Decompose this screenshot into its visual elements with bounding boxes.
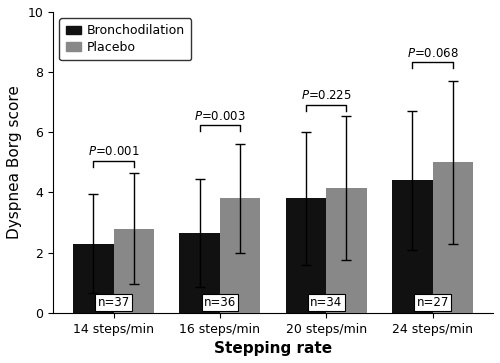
Text: $\it{P}$=0.003: $\it{P}$=0.003 <box>194 110 246 123</box>
Text: $\it{P}$=0.225: $\it{P}$=0.225 <box>301 89 352 102</box>
Bar <box>392 180 432 313</box>
Bar <box>114 229 154 313</box>
Bar <box>286 199 327 313</box>
Legend: Bronchodilation, Placebo: Bronchodilation, Placebo <box>60 18 191 61</box>
Text: $\it{P}$=0.001: $\it{P}$=0.001 <box>88 145 140 158</box>
X-axis label: Stepping rate: Stepping rate <box>214 341 332 356</box>
Bar <box>326 188 366 313</box>
Text: n=34: n=34 <box>310 296 342 309</box>
Bar <box>180 233 220 313</box>
Bar <box>220 199 260 313</box>
Y-axis label: Dyspnea Borg score: Dyspnea Borg score <box>7 85 22 239</box>
Text: $\it{P}$=0.068: $\it{P}$=0.068 <box>407 47 459 60</box>
Text: n=27: n=27 <box>416 296 449 309</box>
Text: n=36: n=36 <box>204 296 236 309</box>
Text: n=37: n=37 <box>98 296 130 309</box>
Bar <box>432 162 473 313</box>
Bar <box>73 244 114 313</box>
